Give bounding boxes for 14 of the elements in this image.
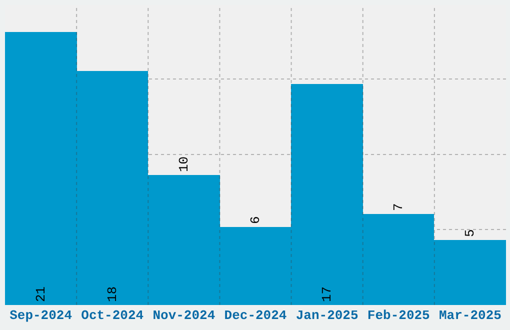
x-tick-label: Jan-2025 xyxy=(296,308,358,323)
x-tick-label: Dec-2024 xyxy=(224,308,287,323)
x-tick-label: Feb-2025 xyxy=(367,308,430,323)
data-label: 21 xyxy=(34,286,48,302)
data-label: 5 xyxy=(462,229,478,237)
x-tick-label: Sep-2024 xyxy=(10,308,72,323)
data-label: 17 xyxy=(320,286,334,302)
x-tick-label: Mar-2025 xyxy=(439,308,502,323)
data-label: 6 xyxy=(248,216,263,224)
data-label: 18 xyxy=(105,286,120,302)
x-tick-label: Nov-2024 xyxy=(152,308,216,323)
data-label: 10 xyxy=(176,156,192,172)
data-label: 7 xyxy=(391,203,406,211)
x-tick-label: Oct-2024 xyxy=(81,308,144,323)
